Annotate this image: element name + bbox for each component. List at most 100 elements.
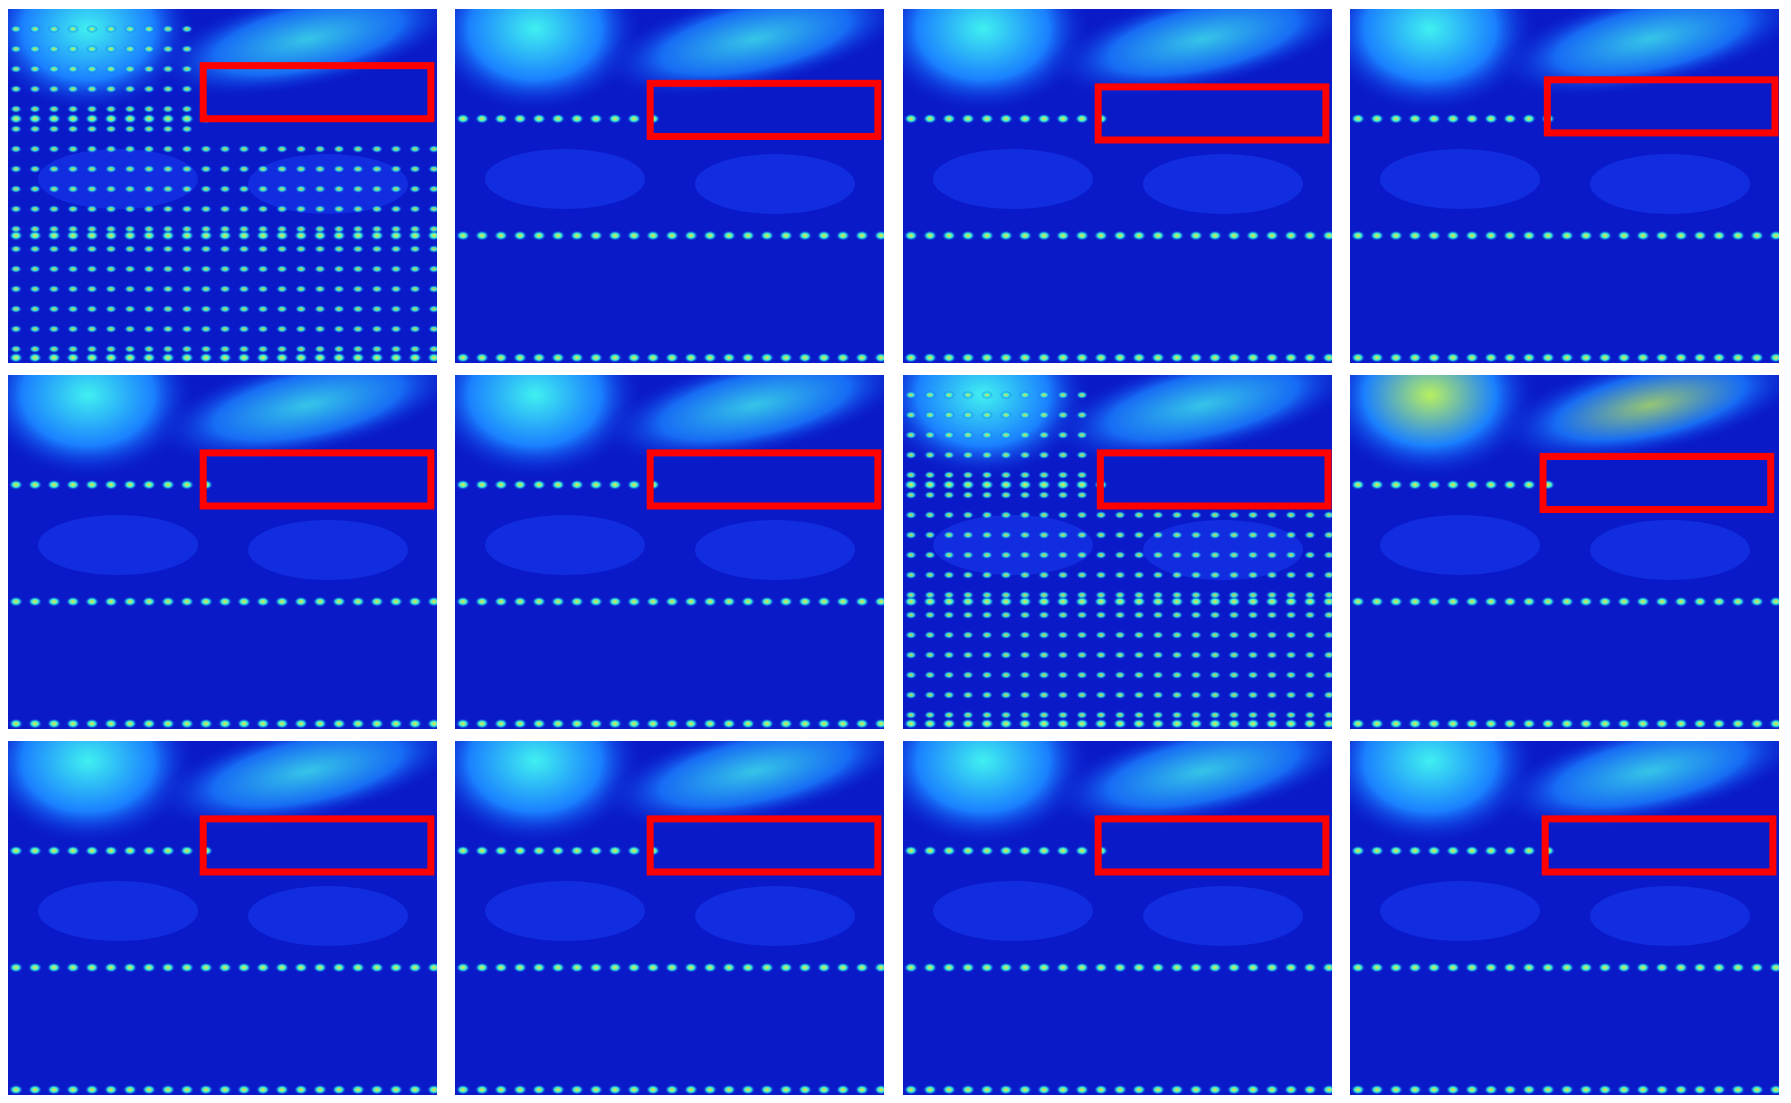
field-spot <box>295 325 307 333</box>
soft-blob <box>485 515 645 575</box>
field-spot <box>1151 962 1165 973</box>
field-spot <box>1037 113 1051 124</box>
field-spot <box>199 352 213 363</box>
field-spot <box>1427 845 1441 856</box>
field-spot <box>9 845 23 856</box>
field-spot <box>1151 230 1165 241</box>
field-spot <box>124 205 136 213</box>
field-spot <box>105 145 117 153</box>
field-spot <box>798 718 812 729</box>
field-spot <box>200 265 212 273</box>
field-spot <box>513 1084 527 1095</box>
field-spot <box>924 551 936 559</box>
field-spot <box>1114 591 1126 599</box>
field-spot <box>1322 352 1332 363</box>
field-spot <box>314 325 326 333</box>
field-spot <box>1389 718 1403 729</box>
field-spot <box>943 671 955 679</box>
field-spot <box>313 962 327 973</box>
field-spot <box>9 1084 23 1095</box>
field-spot <box>29 85 41 93</box>
field-spot <box>389 1084 403 1095</box>
field-spot <box>570 596 584 607</box>
field-spot <box>67 85 79 93</box>
field-spot <box>238 345 250 353</box>
field-spot <box>257 305 269 313</box>
field-spot <box>608 479 622 490</box>
field-spot <box>961 352 975 363</box>
field-spot <box>294 596 308 607</box>
field-spot <box>1351 962 1365 973</box>
field-spot <box>181 25 193 33</box>
field-spot <box>1113 230 1127 241</box>
field-spot <box>237 352 251 363</box>
field-spot <box>1076 451 1088 459</box>
field-spot <box>105 285 117 293</box>
field-spot <box>47 845 61 856</box>
field-spot <box>143 245 155 253</box>
field-spot <box>200 325 212 333</box>
field-spot <box>371 265 383 273</box>
field-spot <box>161 1084 175 1095</box>
field-spot <box>351 230 365 241</box>
field-spot <box>1303 962 1317 973</box>
field-spot <box>1019 571 1031 579</box>
field-spot <box>1000 531 1012 539</box>
field-spot <box>124 25 136 33</box>
field-spot <box>999 1084 1013 1095</box>
field-spot <box>608 1084 622 1095</box>
field-spot <box>28 113 42 124</box>
field-spot <box>1076 671 1088 679</box>
field-spot <box>1094 596 1108 607</box>
field-spot <box>427 596 437 607</box>
field-spot <box>1247 651 1259 659</box>
field-spot <box>924 471 936 479</box>
field-spot <box>1285 691 1297 699</box>
field-spot <box>962 571 974 579</box>
field-spot <box>1284 596 1298 607</box>
field-spot <box>371 245 383 253</box>
field-spot <box>1152 631 1164 639</box>
field-spot <box>1541 718 1555 729</box>
field-spot <box>608 230 622 241</box>
field-spot <box>180 596 194 607</box>
field-spot <box>741 596 755 607</box>
field-spot <box>1598 352 1612 363</box>
field-spot <box>219 265 231 273</box>
field-spot <box>570 352 584 363</box>
field-spot <box>408 962 422 973</box>
field-spot <box>1171 531 1183 539</box>
field-spot <box>1655 596 1669 607</box>
field-spot <box>1465 718 1479 729</box>
field-spot <box>981 491 993 499</box>
field-spot <box>1389 479 1403 490</box>
field-spot <box>428 145 437 153</box>
field-spot <box>29 45 41 53</box>
field-spot <box>180 718 194 729</box>
field-spot <box>162 225 174 233</box>
field-spot <box>294 718 308 729</box>
field-spot <box>1351 845 1365 856</box>
field-spot <box>1323 631 1332 639</box>
field-spot <box>1285 651 1297 659</box>
field-spot <box>332 962 346 973</box>
field-spot <box>1037 230 1051 241</box>
field-spot <box>1170 962 1184 973</box>
glow <box>1493 741 1779 831</box>
soft-blob <box>485 149 645 209</box>
field-spot <box>904 962 918 973</box>
field-spot <box>161 962 175 973</box>
field-spot <box>1247 511 1259 519</box>
field-spot <box>389 352 403 363</box>
field-spot <box>1190 511 1202 519</box>
field-spot <box>905 631 917 639</box>
field-spot <box>295 225 307 233</box>
field-spot <box>1228 531 1240 539</box>
field-spot <box>981 591 993 599</box>
field-spot <box>237 962 251 973</box>
field-spot <box>1133 591 1145 599</box>
field-spot <box>646 718 660 729</box>
field-spot <box>779 352 793 363</box>
field-spot <box>218 962 232 973</box>
field-spot <box>999 596 1013 607</box>
